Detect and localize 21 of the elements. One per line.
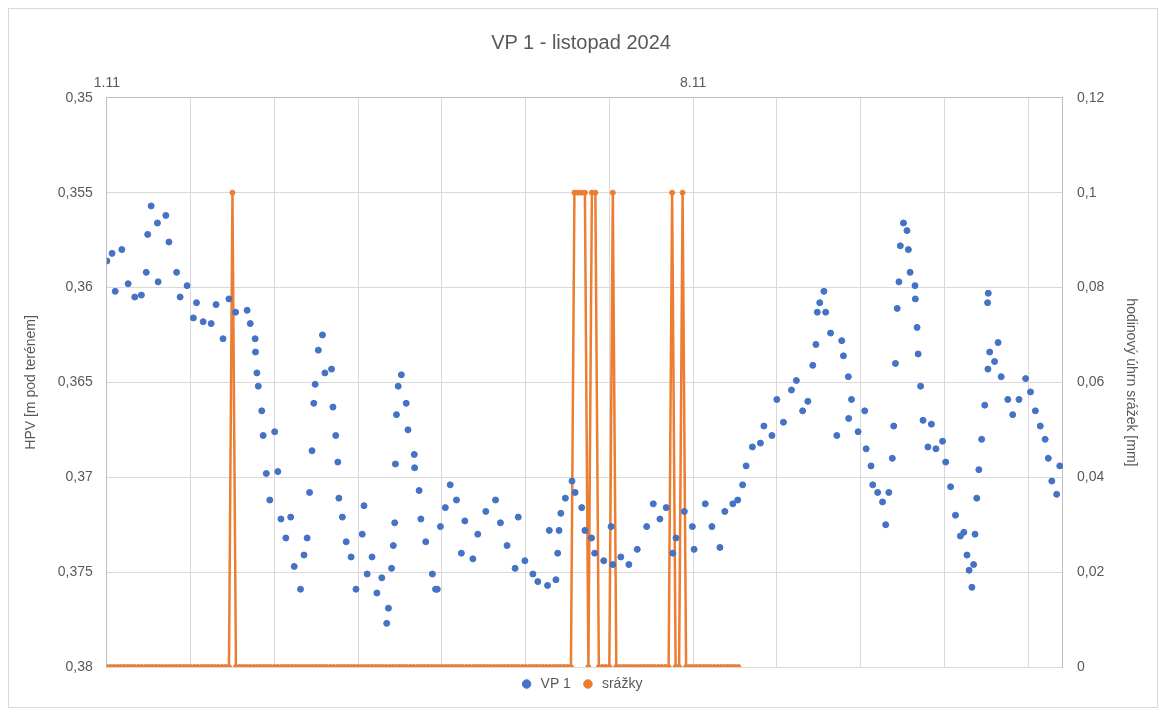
y-tick-label: 0,37 bbox=[65, 468, 94, 485]
y-tick-label: 0,38 bbox=[65, 657, 94, 674]
y2-tick-label: 0,04 bbox=[1076, 468, 1105, 485]
y2-tick-label: 0,06 bbox=[1076, 373, 1105, 390]
y-axis-title: HPV [m pod terénem] bbox=[22, 315, 39, 450]
chart-title: VP 1 - listopad 2024 bbox=[491, 30, 671, 53]
y2-tick-label: 0,08 bbox=[1076, 278, 1105, 295]
legend-label: srážky bbox=[601, 674, 643, 691]
y2-tick-label: 0 bbox=[1076, 657, 1085, 674]
y2-tick-label: 0,12 bbox=[1076, 88, 1105, 105]
y-tick-label: 0,36 bbox=[65, 278, 94, 295]
y-tick-label: 0,365 bbox=[57, 373, 94, 390]
x-tick-label: 1.11 bbox=[93, 74, 121, 91]
y-tick-label: 0,355 bbox=[57, 183, 94, 200]
y2-axis-title: hodinový úhrn srážek [mm] bbox=[1123, 298, 1140, 467]
y2-tick-label: 0,02 bbox=[1076, 562, 1105, 579]
y-tick-label: 0,375 bbox=[57, 562, 94, 579]
y2-tick-label: 0,1 bbox=[1076, 183, 1097, 200]
x-tick-label: 8.11 bbox=[679, 74, 707, 91]
legend-label: VP 1 bbox=[540, 674, 571, 691]
y-tick-label: 0,35 bbox=[65, 88, 94, 105]
